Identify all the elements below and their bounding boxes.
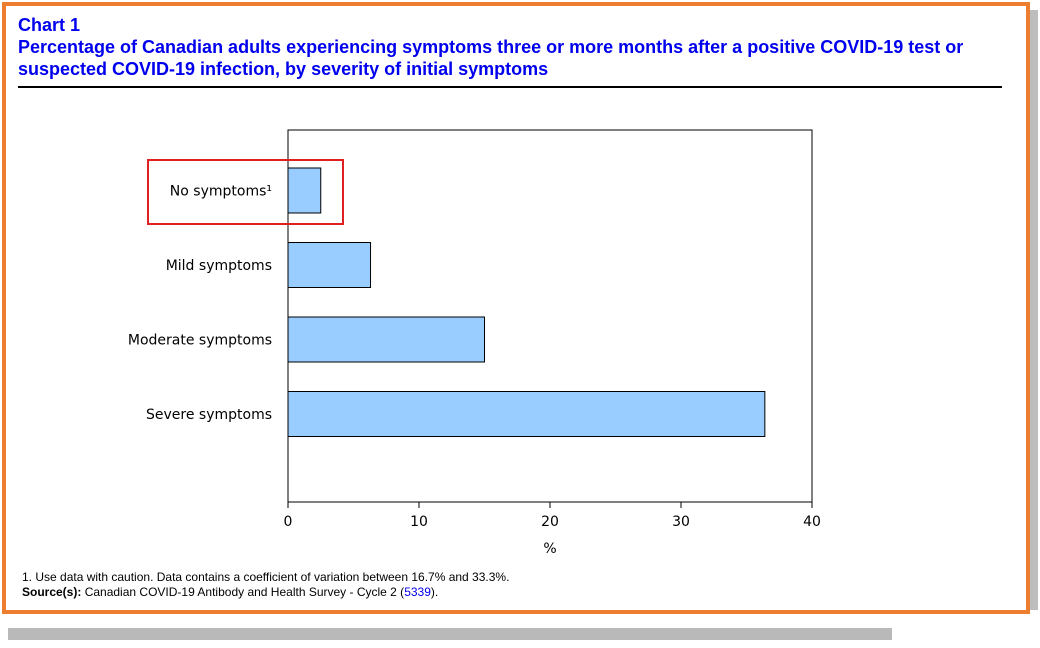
chart-frame (2, 2, 1030, 614)
x-tick-label: 20 (541, 514, 559, 530)
source-link[interactable]: 5339 (404, 585, 431, 599)
bar-0 (287, 167, 322, 214)
chart-number: Chart 1 (18, 15, 81, 35)
bar-3 (287, 391, 766, 437)
footnote: 1. Use data with caution. Data contains … (22, 570, 510, 584)
source-end: ). (430, 585, 439, 599)
bar-1 (287, 242, 372, 288)
source-text: Canadian COVID-19 Antibody and Health Su… (84, 585, 405, 599)
x-axis-label: % (543, 541, 556, 557)
x-tick-label: 40 (803, 514, 821, 530)
chart-title: Percentage of Canadian adults experienci… (18, 37, 964, 79)
plot-area (287, 129, 813, 503)
source-label: Source(s): (22, 585, 82, 599)
frame-shadow-right (1030, 10, 1038, 610)
bar-2 (287, 316, 485, 363)
frame-shadow-bottom (8, 628, 892, 640)
source-line: Source(s): Canadian COVID-19 Antibody an… (22, 585, 438, 600)
x-tick-label: 0 (284, 514, 293, 530)
category-label: Mild symptoms (166, 258, 272, 274)
category-label: Severe symptoms (146, 407, 272, 423)
x-tick-label: 10 (410, 514, 428, 530)
category-label: No symptoms¹ (170, 184, 272, 200)
highlight-box (147, 159, 344, 225)
chart-header: Chart 1 Percentage of Canadian adults ex… (18, 14, 1000, 80)
category-label: Moderate symptoms (128, 333, 272, 349)
title-rule (18, 86, 1002, 88)
x-tick-label: 30 (672, 514, 690, 530)
